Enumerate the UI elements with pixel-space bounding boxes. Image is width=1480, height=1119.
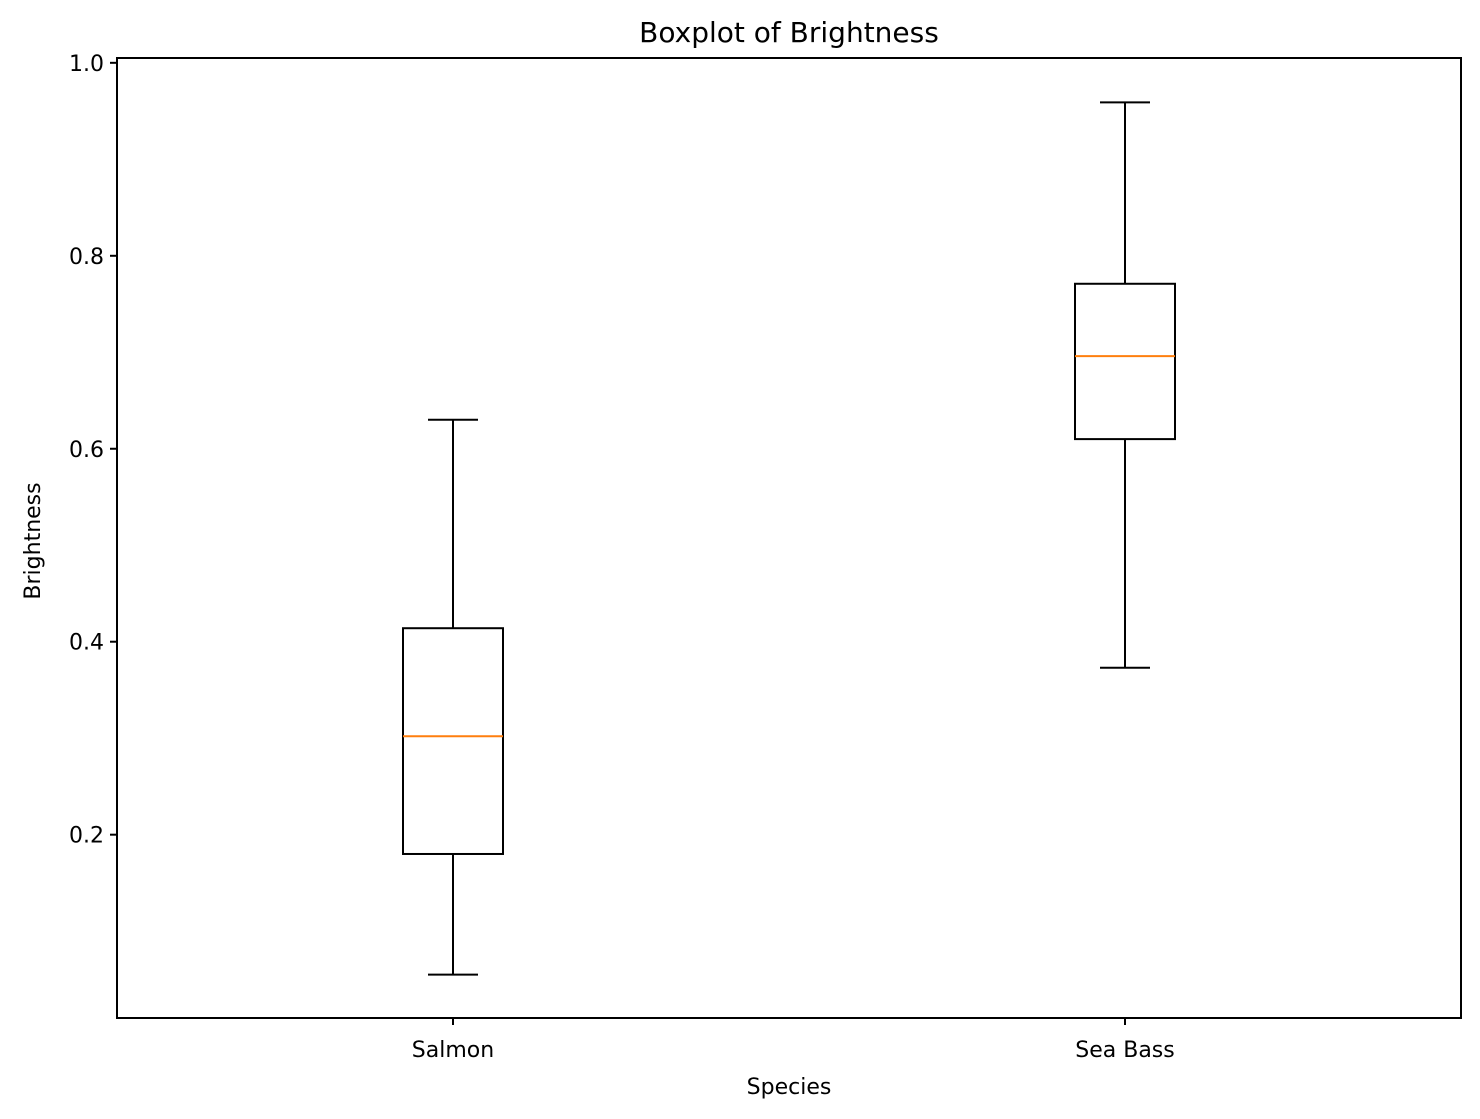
plot-frame: [116, 57, 1462, 1019]
chart-title: Boxplot of Brightness: [639, 16, 939, 49]
x-tick-label: Sea Bass: [1075, 1038, 1174, 1063]
y-tick-label: 0.6: [69, 438, 104, 463]
y-tick-label: 1.0: [69, 52, 104, 77]
box-0: [402, 627, 504, 855]
y-axis-label: Brightness: [21, 482, 46, 599]
x-axis-label: Species: [747, 1075, 832, 1100]
y-tick-label: 0.2: [69, 824, 104, 849]
y-tick-label: 0.4: [69, 631, 104, 656]
box-1: [1074, 282, 1176, 441]
x-tick-label: Salmon: [412, 1038, 494, 1063]
y-tick-label: 0.8: [69, 245, 104, 270]
plot-area: 0.2 0.4 0.6 0.8 1.0 Salmon Sea Bass: [69, 52, 1176, 1063]
